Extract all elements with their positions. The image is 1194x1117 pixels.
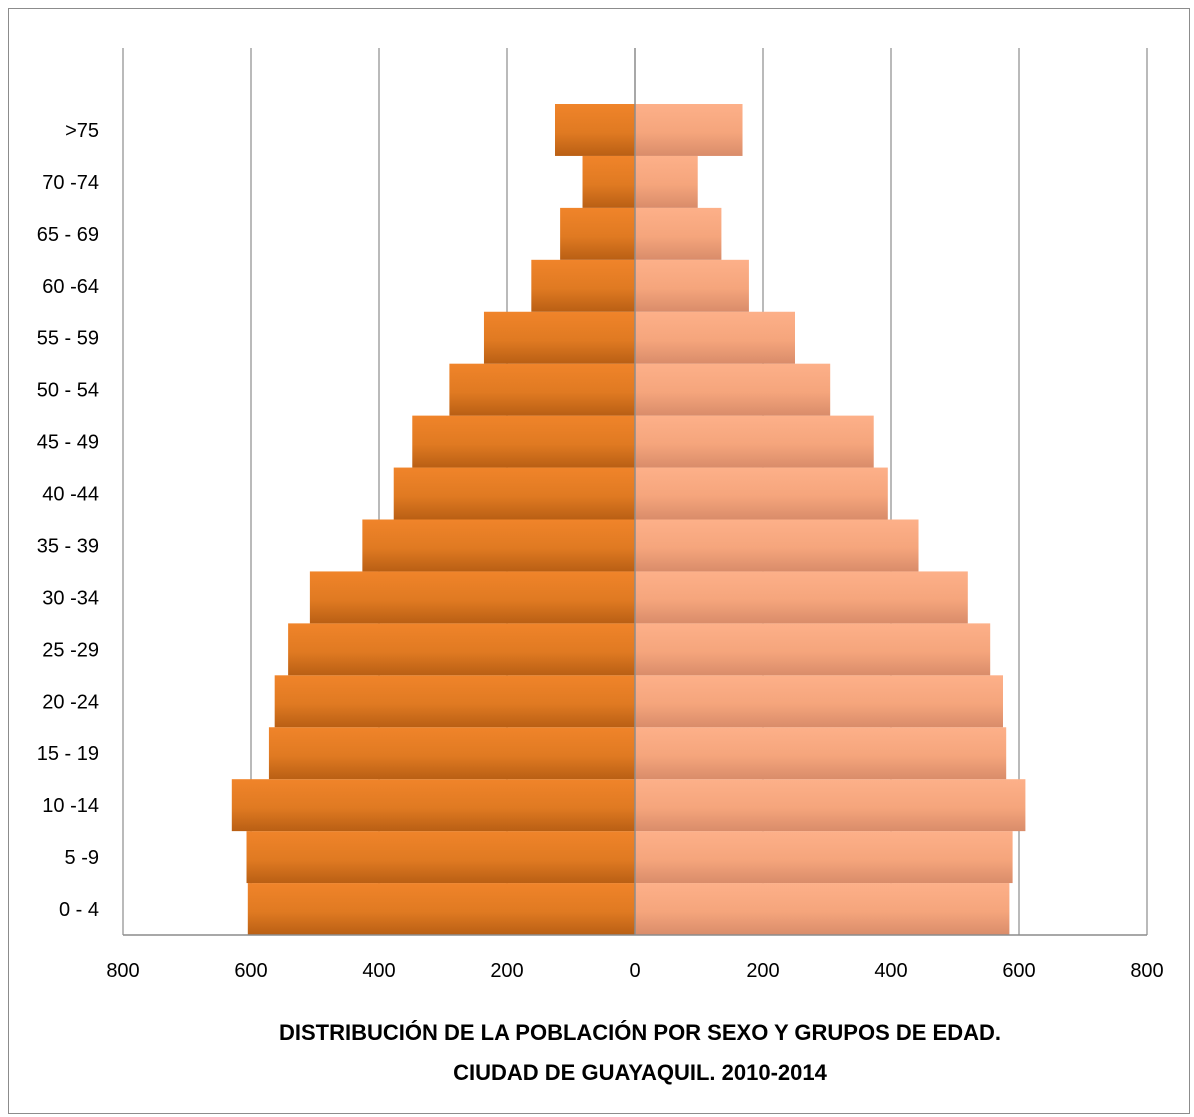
bar-left-0 xyxy=(247,883,636,935)
bar-left-8 xyxy=(393,467,635,520)
bar-right-7 xyxy=(635,519,919,572)
bar-right-5 xyxy=(635,623,991,676)
x-tick-label-7: 600 xyxy=(1002,960,1035,982)
bar-left-15 xyxy=(555,104,635,156)
bar-left-6 xyxy=(309,571,635,624)
bars xyxy=(231,104,1026,935)
y-tick-label-1: 5 -9 xyxy=(65,847,99,869)
bar-right-3 xyxy=(635,727,1007,780)
bar-right-12 xyxy=(635,259,749,312)
x-tick-label-0: 800 xyxy=(106,960,139,982)
bar-right-13 xyxy=(635,207,722,260)
axes xyxy=(123,48,1147,936)
y-tick-label-15: >75 xyxy=(65,120,99,142)
x-axis-tick-labels: 800 600 400 200 0 200 400 600 800 xyxy=(106,960,1163,982)
y-tick-label-0: 0 - 4 xyxy=(59,899,99,921)
bar-right-11 xyxy=(635,311,795,364)
chart-title-line-2: CIUDAD DE GUAYAQUIL. 2010-2014 xyxy=(453,1060,827,1085)
bar-left-5 xyxy=(288,623,635,676)
x-tick-label-8: 800 xyxy=(1130,960,1163,982)
bar-left-10 xyxy=(449,363,635,416)
bar-left-2 xyxy=(231,779,636,832)
bar-left-12 xyxy=(531,259,635,312)
bar-left-3 xyxy=(268,727,635,780)
bar-left-7 xyxy=(362,519,635,572)
x-tick-label-5: 200 xyxy=(746,960,779,982)
y-tick-label-3: 15 - 19 xyxy=(37,743,99,765)
y-tick-label-2: 10 -14 xyxy=(42,795,99,817)
bar-right-9 xyxy=(635,415,874,468)
y-tick-label-7: 35 - 39 xyxy=(37,535,99,557)
y-tick-label-13: 65 - 69 xyxy=(37,224,99,246)
x-tick-label-2: 400 xyxy=(362,960,395,982)
y-tick-label-14: 70 -74 xyxy=(42,172,99,194)
y-tick-label-11: 55 - 59 xyxy=(37,328,99,350)
bar-right-0 xyxy=(635,883,1010,935)
bar-right-4 xyxy=(635,675,1003,728)
bar-left-1 xyxy=(246,831,635,884)
y-axis-tick-labels: 0 - 4 5 -9 10 -14 15 - 19 20 -24 25 -29 30 -34… xyxy=(37,120,99,921)
bar-right-10 xyxy=(635,363,831,416)
bar-right-8 xyxy=(635,467,888,520)
bar-left-4 xyxy=(274,675,635,728)
chart-title: DISTRIBUCIÓN DE LA POBLACIÓN POR SEXO Y … xyxy=(279,1020,1001,1085)
bar-left-13 xyxy=(560,207,635,260)
y-tick-label-6: 30 -34 xyxy=(42,587,99,609)
y-tick-label-10: 50 - 54 xyxy=(37,380,99,402)
y-tick-label-4: 20 -24 xyxy=(42,691,99,713)
y-tick-label-12: 60 -64 xyxy=(42,276,99,298)
bar-right-6 xyxy=(635,571,968,624)
y-tick-label-9: 45 - 49 xyxy=(37,432,99,454)
x-tick-label-1: 600 xyxy=(234,960,267,982)
bar-right-15 xyxy=(635,104,743,156)
bar-right-14 xyxy=(635,155,698,208)
bar-left-9 xyxy=(412,415,635,468)
bar-left-11 xyxy=(483,311,635,364)
y-tick-label-8: 40 -44 xyxy=(42,484,99,506)
chart-title-line-1: DISTRIBUCIÓN DE LA POBLACIÓN POR SEXO Y … xyxy=(279,1020,1001,1045)
x-tick-label-6: 400 xyxy=(874,960,907,982)
x-tick-label-4: 0 xyxy=(629,960,640,982)
bar-left-14 xyxy=(582,155,635,208)
bar-right-1 xyxy=(635,831,1013,884)
y-tick-label-5: 25 -29 xyxy=(42,639,99,661)
x-tick-label-3: 200 xyxy=(490,960,523,982)
bar-right-2 xyxy=(635,779,1026,832)
